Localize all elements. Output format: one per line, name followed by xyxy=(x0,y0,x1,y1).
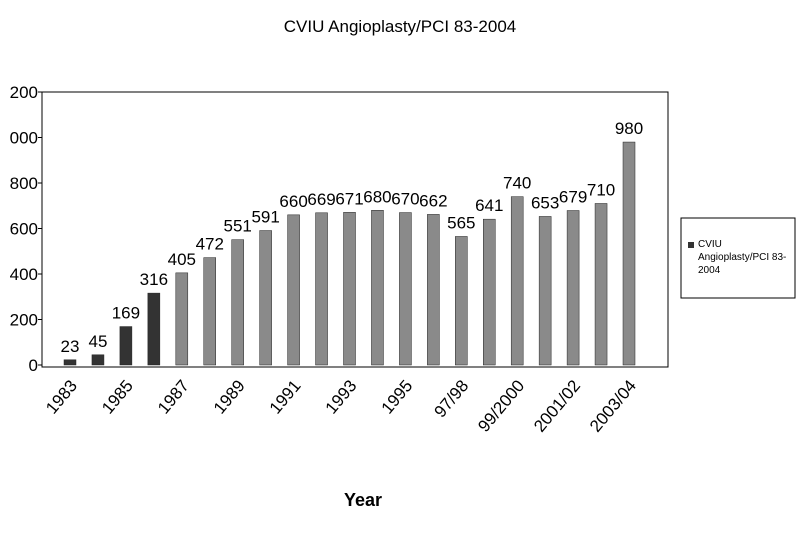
data-label: 710 xyxy=(587,180,615,199)
bar xyxy=(343,212,356,366)
x-tick-label: 2001/02 xyxy=(530,376,584,435)
bar xyxy=(371,210,384,366)
data-label: 45 xyxy=(88,332,107,351)
y-tick-label: 400 xyxy=(10,265,38,284)
legend-label: CVIU Angioplasty/PCI 83-2004 xyxy=(698,239,787,276)
bar xyxy=(231,239,244,366)
bar xyxy=(622,141,636,366)
data-label: 565 xyxy=(447,213,475,232)
x-tick-label: 1983 xyxy=(42,376,81,417)
bar xyxy=(63,359,77,366)
data-label: 169 xyxy=(112,304,140,323)
x-tick-label: 1985 xyxy=(98,376,137,417)
bar xyxy=(455,236,468,366)
x-tick-label: 1987 xyxy=(154,376,193,417)
data-label: 591 xyxy=(251,208,279,227)
bar xyxy=(399,212,412,366)
data-label: 660 xyxy=(279,192,307,211)
bar xyxy=(147,292,161,366)
bar xyxy=(427,214,440,366)
bar xyxy=(510,196,524,366)
x-tick-label: 99/2000 xyxy=(474,376,528,435)
data-label: 670 xyxy=(391,190,419,209)
data-label: 551 xyxy=(224,217,252,236)
x-tick-label: 97/98 xyxy=(430,376,472,421)
plot-frame xyxy=(41,91,669,368)
data-label: 980 xyxy=(615,119,643,138)
x-tick-label: 1993 xyxy=(322,376,361,417)
data-label: 23 xyxy=(61,337,80,356)
y-tick-label: 800 xyxy=(10,174,38,193)
x-tick-label: 2003/04 xyxy=(586,376,640,435)
bar xyxy=(315,212,328,366)
bar xyxy=(259,230,272,366)
data-label: 740 xyxy=(503,174,531,193)
data-label: 316 xyxy=(140,270,168,289)
data-label: 641 xyxy=(475,196,503,215)
chart-title: CVIU Angioplasty/PCI 83-2004 xyxy=(284,17,516,36)
x-tick-label: 1991 xyxy=(266,376,305,417)
bar xyxy=(91,354,105,366)
data-label: 680 xyxy=(363,187,391,206)
x-tick-label: 1989 xyxy=(210,376,249,417)
y-tick-label: 200 xyxy=(10,83,38,102)
data-label: 679 xyxy=(559,188,587,207)
x-axis-title: Year xyxy=(344,490,382,510)
bar xyxy=(119,326,133,366)
bar xyxy=(538,216,552,366)
legend-box xyxy=(680,217,796,299)
y-tick-label: 0 xyxy=(29,356,38,375)
y-tick-label: 200 xyxy=(10,311,38,330)
x-tick-label: 1995 xyxy=(378,376,417,417)
bar xyxy=(566,210,580,366)
data-label: 405 xyxy=(168,250,196,269)
bar xyxy=(175,272,189,366)
legend-swatch xyxy=(688,242,694,248)
y-tick-label: 000 xyxy=(10,129,38,148)
data-label: 671 xyxy=(335,189,363,208)
data-label: 472 xyxy=(196,235,224,254)
data-label: 669 xyxy=(307,190,335,209)
bar xyxy=(203,257,216,366)
y-tick-label: 600 xyxy=(10,220,38,239)
bar xyxy=(287,214,300,366)
data-label: 662 xyxy=(419,191,447,210)
bar xyxy=(594,203,608,366)
bar xyxy=(483,218,496,366)
data-label: 653 xyxy=(531,193,559,212)
